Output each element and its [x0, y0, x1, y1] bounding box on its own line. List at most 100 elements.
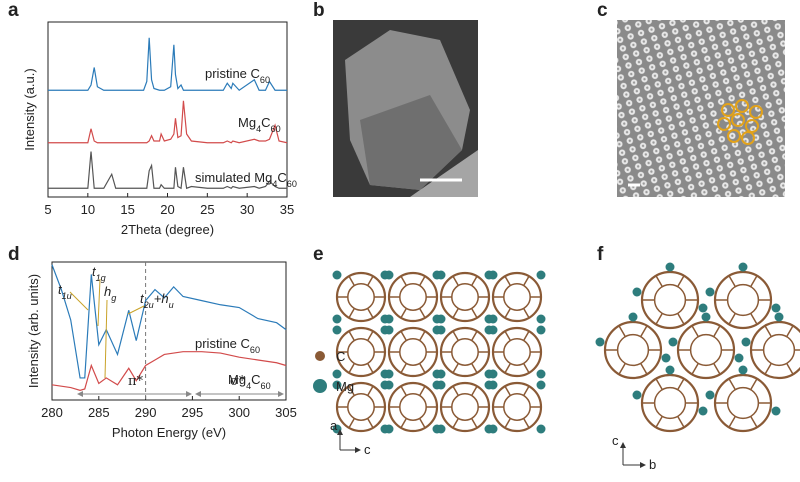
bond [470, 308, 478, 319]
sem-image [333, 20, 478, 197]
bond [418, 275, 426, 286]
peak-label: t1u [58, 282, 72, 301]
axis-name: b [649, 457, 656, 472]
bond [618, 325, 626, 338]
fullerene-inner [451, 338, 479, 366]
mg-atom [436, 369, 446, 379]
bond [452, 308, 460, 319]
mg-atom [332, 369, 342, 379]
fullerene-inner [503, 338, 531, 366]
y-axis-label: Intensity (a.u.) [22, 68, 37, 150]
bond [750, 312, 758, 325]
mg-atom [734, 353, 744, 363]
mg-atom [632, 287, 642, 297]
x-tick-label: 30 [240, 202, 254, 217]
bond [655, 378, 663, 391]
x-tick-label: 10 [81, 202, 95, 217]
bond [366, 385, 374, 396]
x-tick-label: 290 [135, 405, 157, 420]
bond [504, 385, 512, 396]
bond [713, 362, 721, 375]
mg-atom [705, 390, 715, 400]
bond [504, 418, 512, 429]
mg-atom [668, 337, 678, 347]
x-tick-label: 280 [41, 405, 63, 420]
fullerene-inner [399, 338, 427, 366]
mg-atom [488, 369, 498, 379]
fullerene-inner [399, 393, 427, 421]
mg-atom [436, 314, 446, 324]
bond [764, 325, 772, 338]
bond [470, 385, 478, 396]
mg-atom [632, 390, 642, 400]
mg-atom [436, 424, 446, 434]
fullerene-inner [347, 393, 375, 421]
x-axis-label: 2Theta (degree) [121, 222, 214, 237]
leader-line [127, 305, 145, 315]
bond [400, 363, 408, 374]
fullerene-inner [653, 283, 687, 317]
bond [677, 378, 685, 391]
x-tick-label: 15 [120, 202, 134, 217]
bond [348, 330, 356, 341]
legend-c [315, 351, 325, 361]
x-axis-label: Photon Energy (eV) [112, 425, 226, 440]
series-label: pristine C60 [205, 66, 270, 85]
fullerene-inner [451, 283, 479, 311]
bond [691, 362, 699, 375]
bond [366, 330, 374, 341]
x-tick-label: 5 [44, 202, 51, 217]
x-tick-label: 295 [182, 405, 204, 420]
peak-label: t1g [92, 264, 106, 283]
axis-name: a [330, 418, 338, 433]
bond [640, 362, 648, 375]
fullerene-inner [762, 333, 796, 367]
bond [400, 418, 408, 429]
bond [504, 275, 512, 286]
bond [470, 363, 478, 374]
bond [691, 325, 699, 338]
bond [618, 362, 626, 375]
legend-mg [313, 379, 327, 393]
mg-atom [436, 325, 446, 335]
mg-atom [536, 314, 546, 324]
bond [418, 330, 426, 341]
bond [452, 418, 460, 429]
bond [522, 385, 530, 396]
crystal-e [313, 270, 546, 453]
mg-atom [536, 270, 546, 280]
fullerene-inner [399, 283, 427, 311]
region-label: σ* [230, 374, 246, 389]
tem-image [617, 20, 785, 197]
bond [522, 275, 530, 286]
panel-label: d [8, 244, 20, 265]
bond [418, 308, 426, 319]
bond [728, 312, 736, 325]
x-tick-label: 35 [280, 202, 294, 217]
data-line [48, 100, 288, 144]
bond [418, 385, 426, 396]
mg-atom [661, 353, 671, 363]
legend-label: Mg [336, 379, 354, 394]
fullerene-inner [726, 283, 760, 317]
bond [470, 330, 478, 341]
mg-atom [536, 325, 546, 335]
bond [348, 363, 356, 374]
bond [400, 308, 408, 319]
bond [677, 312, 685, 325]
mg-atom [771, 406, 781, 416]
mg-atom [384, 424, 394, 434]
fullerene-inner [451, 393, 479, 421]
mg-atom [384, 270, 394, 280]
x-tick-label: 300 [228, 405, 250, 420]
mg-atom [595, 337, 605, 347]
leader-line [97, 278, 101, 327]
series-label: Mg4C60 [228, 372, 271, 391]
bond [655, 312, 663, 325]
bond [348, 418, 356, 429]
bond [764, 362, 772, 375]
axis-name: c [612, 433, 619, 448]
panel-label: a [8, 0, 19, 21]
fullerene-inner [347, 338, 375, 366]
